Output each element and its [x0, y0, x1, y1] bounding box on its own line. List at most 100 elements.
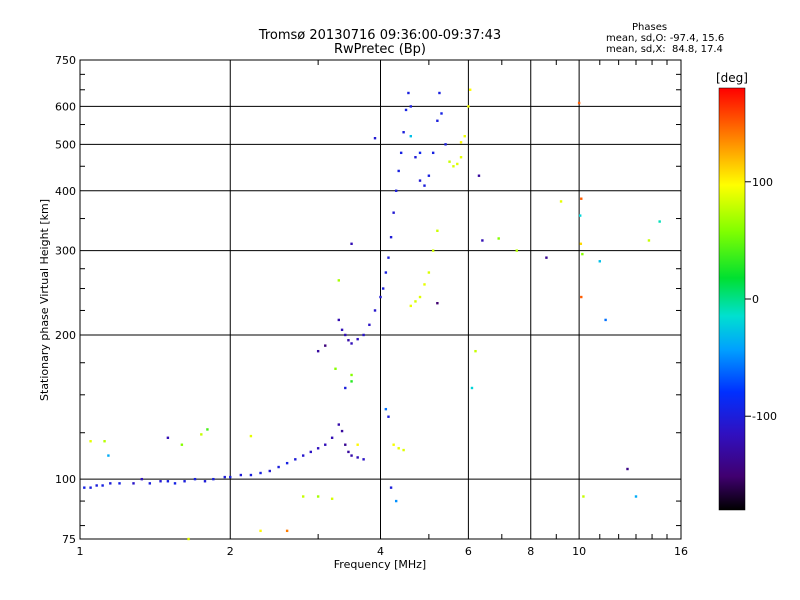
y-tick-label: 500 — [55, 138, 76, 151]
y-tick-label: 300 — [55, 245, 76, 258]
x-tick-label: 1 — [77, 545, 84, 558]
data-point — [344, 386, 347, 390]
data-point — [301, 454, 305, 457]
data-point — [109, 482, 112, 485]
colorbar — [718, 87, 746, 511]
data-point — [118, 482, 121, 485]
data-point — [418, 295, 422, 299]
data-point — [436, 119, 439, 122]
data-point — [409, 134, 412, 138]
data-point — [402, 131, 405, 134]
data-point — [344, 443, 347, 446]
data-point — [200, 433, 203, 436]
y-tick-label: 600 — [55, 100, 76, 113]
data-point — [229, 475, 232, 479]
x-tick-label: 8 — [527, 545, 534, 558]
colorbar-unit: [deg] — [716, 71, 748, 85]
data-point — [107, 454, 110, 457]
data-point — [340, 429, 344, 433]
data-point — [344, 333, 347, 337]
data-point — [223, 475, 226, 479]
data-point — [647, 239, 651, 242]
y-tick-label: 400 — [55, 185, 76, 198]
data-point — [436, 229, 439, 232]
data-point — [373, 309, 377, 312]
data-point — [330, 497, 334, 500]
data-point — [598, 260, 601, 263]
data-point — [356, 337, 359, 341]
data-point — [89, 440, 92, 443]
data-point — [580, 197, 583, 200]
data-point — [427, 174, 431, 177]
data-point — [101, 484, 104, 487]
x-tick-label: 4 — [377, 545, 384, 558]
data-point — [440, 112, 443, 115]
data-point — [392, 443, 395, 446]
data-point — [159, 480, 162, 483]
axis-ticks: 1 2 4 6 8 10 16 75 100 200 300 400 500 600 750 — [55, 54, 688, 558]
data-point — [340, 328, 344, 332]
data-point — [467, 105, 470, 108]
data-point — [183, 480, 186, 483]
data-point — [103, 440, 106, 443]
data-point — [423, 283, 426, 286]
data-point — [389, 486, 393, 489]
data-point — [418, 151, 422, 155]
data-point — [431, 249, 435, 252]
data-point — [309, 450, 312, 454]
data-point — [173, 482, 177, 485]
data-point — [438, 91, 441, 95]
data-point — [83, 486, 86, 489]
data-point — [294, 458, 297, 461]
data-point — [95, 484, 98, 487]
data-point — [180, 443, 184, 446]
x-tick-label: 16 — [674, 545, 688, 558]
y-tick-label: 750 — [55, 54, 76, 67]
data-point — [577, 101, 581, 105]
data-point — [268, 469, 271, 473]
data-point — [350, 342, 353, 345]
grid-lines — [80, 60, 681, 539]
data-point — [316, 447, 320, 450]
data-point — [582, 495, 585, 498]
data-point — [350, 380, 353, 383]
data-point — [444, 143, 447, 146]
data-point — [418, 179, 422, 182]
chart-title-line1: Tromsø 20130716 09:36:00-09:37:43 — [258, 28, 502, 43]
data-point — [658, 220, 661, 223]
data-point — [387, 415, 390, 418]
data-point — [212, 477, 215, 481]
data-point — [350, 454, 353, 457]
colorbar-ticks: 100 0 -100 — [745, 176, 777, 423]
colorbar-tick-label: 0 — [752, 293, 759, 306]
data-point — [249, 473, 253, 477]
data-point — [347, 450, 350, 454]
data-point — [579, 242, 583, 245]
data-point — [392, 211, 395, 214]
data-point — [337, 279, 341, 282]
data-point — [316, 495, 320, 498]
data-point — [579, 214, 582, 217]
data-point — [337, 423, 341, 426]
data-point — [402, 448, 405, 452]
data-point — [362, 458, 365, 461]
colorbar-tick-label: 100 — [752, 176, 773, 189]
y-tick-label: 100 — [55, 473, 76, 486]
data-point — [634, 495, 638, 498]
data-point — [468, 88, 472, 91]
data-point — [470, 386, 474, 390]
data-point — [132, 482, 135, 485]
data-point — [397, 447, 400, 450]
phases-title: Phases — [632, 22, 668, 33]
data-point — [394, 189, 398, 192]
data-point — [140, 477, 144, 481]
data-point — [414, 156, 417, 159]
data-point — [452, 165, 455, 168]
data-point — [427, 271, 431, 274]
y-tick-label: 200 — [55, 329, 76, 342]
data-point — [334, 367, 337, 370]
data-point — [387, 256, 390, 259]
data-point — [626, 467, 629, 471]
x-tick-label: 6 — [465, 545, 472, 558]
